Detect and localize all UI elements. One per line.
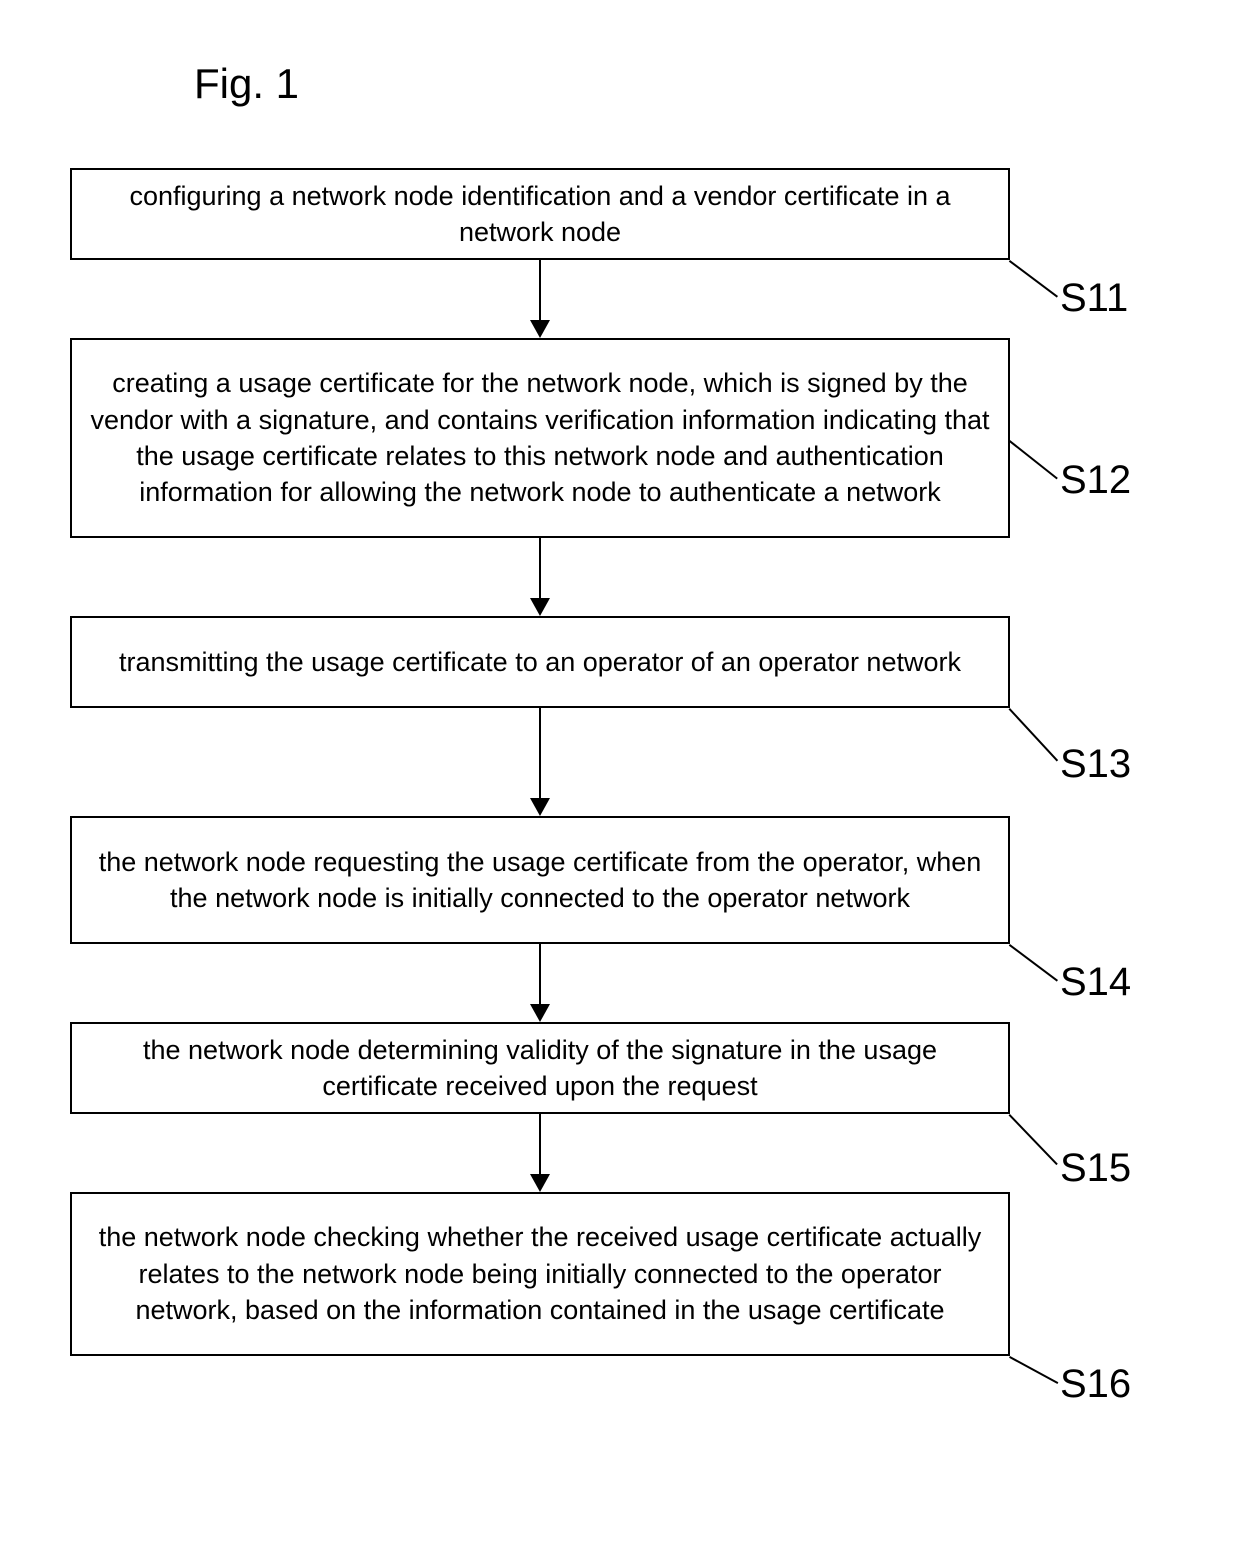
arrow-shaft-s11	[539, 260, 541, 320]
arrow-shaft-s12	[539, 538, 541, 598]
flowchart-step-s13: transmitting the usage certificate to an…	[70, 616, 1010, 708]
step-text: the network node requesting the usage ce…	[84, 844, 996, 917]
arrow-shaft-s14	[539, 944, 541, 1004]
callout-line-s16	[1009, 1356, 1058, 1384]
flowchart-step-s11: configuring a network node identificatio…	[70, 168, 1010, 260]
flowchart-step-s12: creating a usage certificate for the net…	[70, 338, 1010, 538]
step-label-s12: S12	[1060, 458, 1131, 503]
flowchart-step-s16: the network node checking whether the re…	[70, 1192, 1010, 1356]
arrow-head-icon	[530, 320, 550, 338]
step-text: the network node determining validity of…	[84, 1032, 996, 1105]
step-text: transmitting the usage certificate to an…	[119, 644, 961, 680]
flowchart-step-s15: the network node determining validity of…	[70, 1022, 1010, 1114]
callout-line-s14	[1009, 944, 1058, 982]
step-text: creating a usage certificate for the net…	[84, 365, 996, 511]
arrow-head-icon	[530, 598, 550, 616]
arrow-head-icon	[530, 1174, 550, 1192]
arrow-head-icon	[530, 1004, 550, 1022]
callout-line-s12	[1009, 440, 1058, 480]
step-label-s11: S11	[1060, 276, 1128, 321]
callout-line-s15	[1009, 1114, 1058, 1165]
figure-title: Fig. 1	[194, 60, 299, 108]
arrow-head-icon	[530, 798, 550, 816]
arrow-shaft-s13	[539, 708, 541, 798]
arrow-shaft-s15	[539, 1114, 541, 1174]
step-text: configuring a network node identificatio…	[84, 178, 996, 251]
callout-line-s13	[1009, 708, 1058, 761]
step-label-s15: S15	[1060, 1146, 1131, 1191]
callout-line-s11	[1009, 260, 1058, 298]
flowchart-step-s14: the network node requesting the usage ce…	[70, 816, 1010, 944]
step-label-s16: S16	[1060, 1362, 1131, 1407]
step-label-s14: S14	[1060, 960, 1131, 1005]
step-text: the network node checking whether the re…	[84, 1219, 996, 1328]
step-label-s13: S13	[1060, 742, 1131, 787]
